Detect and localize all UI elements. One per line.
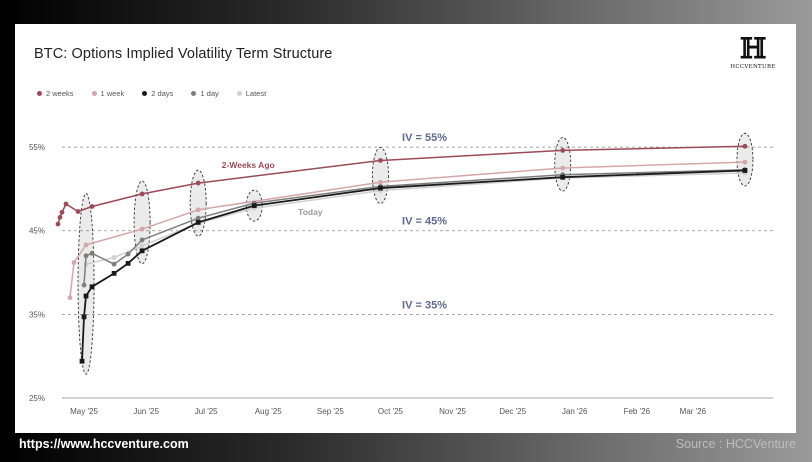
data-point-2-days bbox=[125, 260, 131, 266]
series-line-2-days bbox=[81, 169, 746, 362]
expiry-highlight-ellipse bbox=[736, 132, 754, 187]
y-tick-label: 55% bbox=[29, 143, 45, 152]
data-point-1-week bbox=[67, 295, 73, 301]
data-point-2-days bbox=[83, 293, 89, 299]
legend-swatch bbox=[142, 90, 148, 96]
data-point-1-week bbox=[195, 207, 201, 213]
x-tick-label: Jul '25 bbox=[195, 407, 218, 416]
series-annotation-label: 2-Weeks Ago bbox=[222, 160, 275, 170]
data-point-2-days bbox=[139, 248, 145, 254]
data-point-1-day bbox=[83, 253, 89, 259]
x-tick-label: Oct '25 bbox=[378, 407, 404, 416]
data-point-2-weeks bbox=[195, 180, 201, 186]
legend-swatch bbox=[236, 90, 242, 96]
data-point-1-week bbox=[560, 165, 566, 171]
data-point-2-days bbox=[89, 284, 95, 290]
x-tick-label: Mar '26 bbox=[680, 407, 707, 416]
x-tick-label: Sep '25 bbox=[317, 407, 344, 416]
data-point-1-week bbox=[139, 226, 145, 232]
series-line-latest bbox=[85, 172, 746, 265]
iv-reference-label: IV = 55% bbox=[402, 132, 447, 144]
x-tick-label: Aug '25 bbox=[255, 407, 282, 416]
data-point-1-week bbox=[378, 179, 383, 185]
data-point-2-weeks bbox=[75, 209, 81, 214]
legend-swatch bbox=[191, 90, 197, 96]
iv-reference-label: IV = 35% bbox=[402, 299, 447, 311]
data-point-2-weeks bbox=[378, 158, 383, 163]
data-point-1-day bbox=[111, 261, 117, 267]
series-line-1-week bbox=[69, 161, 746, 298]
chart-title: BTC: Options Implied Volatility Term Str… bbox=[34, 46, 333, 62]
chart-card: BTC: Options Implied Volatility Term Str… bbox=[15, 24, 796, 433]
data-point-2-weeks bbox=[89, 204, 95, 209]
data-point-2-days bbox=[81, 314, 87, 320]
data-point-2-days bbox=[560, 174, 566, 180]
legend-item[interactable]: 2 weeks bbox=[37, 89, 74, 98]
legend-label: 1 day bbox=[200, 88, 219, 98]
data-point-2-days bbox=[742, 168, 748, 173]
legend-item[interactable]: Latest bbox=[236, 88, 267, 98]
legend-item[interactable]: 1 week bbox=[91, 88, 125, 98]
data-point-2-days bbox=[378, 185, 383, 191]
footer-url[interactable]: https://www.hccventure.com bbox=[19, 437, 189, 451]
legend-swatch bbox=[91, 90, 97, 96]
legend-item[interactable]: 2 days bbox=[142, 89, 173, 98]
x-tick-label: Jan '26 bbox=[562, 407, 588, 416]
legend-swatch bbox=[37, 90, 42, 96]
logo-text: HCCVENTURE bbox=[730, 64, 776, 70]
data-point-1-day bbox=[89, 250, 95, 256]
x-tick-label: Nov '25 bbox=[439, 407, 466, 416]
data-point-2-weeks bbox=[57, 214, 63, 220]
expiry-highlight-ellipse bbox=[554, 136, 572, 192]
legend-label: Latest bbox=[245, 88, 267, 98]
data-point-2-weeks bbox=[742, 143, 748, 149]
data-point-2-weeks bbox=[63, 201, 69, 207]
data-point-1-week bbox=[83, 242, 89, 248]
expiry-highlight-ellipse bbox=[189, 169, 207, 237]
legend-label: 2 weeks bbox=[46, 88, 74, 98]
data-point-2-days bbox=[195, 219, 201, 225]
footer-source: Source : HCCVenture bbox=[675, 437, 796, 451]
logo-mark: ℍ bbox=[739, 32, 767, 65]
data-point-1-day bbox=[139, 237, 145, 243]
legend-label: 2 days bbox=[151, 88, 174, 98]
data-point-1-day bbox=[81, 282, 87, 288]
data-point-1-day bbox=[125, 251, 131, 257]
data-point-2-days bbox=[111, 270, 117, 276]
data-point-2-days bbox=[79, 358, 85, 364]
data-point-latest bbox=[111, 255, 117, 260]
y-tick-label: 35% bbox=[29, 310, 45, 319]
legend-label: 1 week bbox=[100, 88, 125, 98]
data-point-latest bbox=[139, 243, 145, 249]
data-point-1-week bbox=[742, 159, 748, 165]
chart-legend: 2 weeks 1 week 2 days 1 day Latest bbox=[37, 87, 266, 99]
legend-item[interactable]: 1 day bbox=[191, 88, 219, 98]
data-point-2-days bbox=[251, 203, 257, 209]
y-tick-label: 45% bbox=[29, 227, 45, 236]
chart-plot: 25% 35% 45% 55% May '25 Jun '25 Jul '25 Aug '25… bbox=[29, 132, 773, 416]
series-annotation-label: Today bbox=[298, 207, 323, 217]
data-point-1-day bbox=[195, 215, 201, 221]
x-tick-label: Dec '25 bbox=[499, 407, 526, 416]
data-point-2-weeks bbox=[560, 148, 566, 153]
iv-reference-label: IV = 45% bbox=[402, 216, 447, 228]
x-tick-label: May '25 bbox=[70, 407, 98, 416]
y-tick-label: 25% bbox=[29, 394, 45, 403]
x-tick-label: Feb '26 bbox=[624, 407, 651, 416]
data-point-2-weeks bbox=[55, 221, 61, 227]
expiry-highlight-ellipse bbox=[371, 147, 389, 205]
data-point-2-weeks bbox=[139, 191, 145, 197]
hccventure-logo: ℍ HCCVENTURE bbox=[730, 34, 776, 74]
data-point-2-weeks bbox=[59, 209, 65, 215]
x-tick-label: Jun '25 bbox=[133, 407, 159, 416]
data-point-1-week bbox=[71, 260, 77, 265]
